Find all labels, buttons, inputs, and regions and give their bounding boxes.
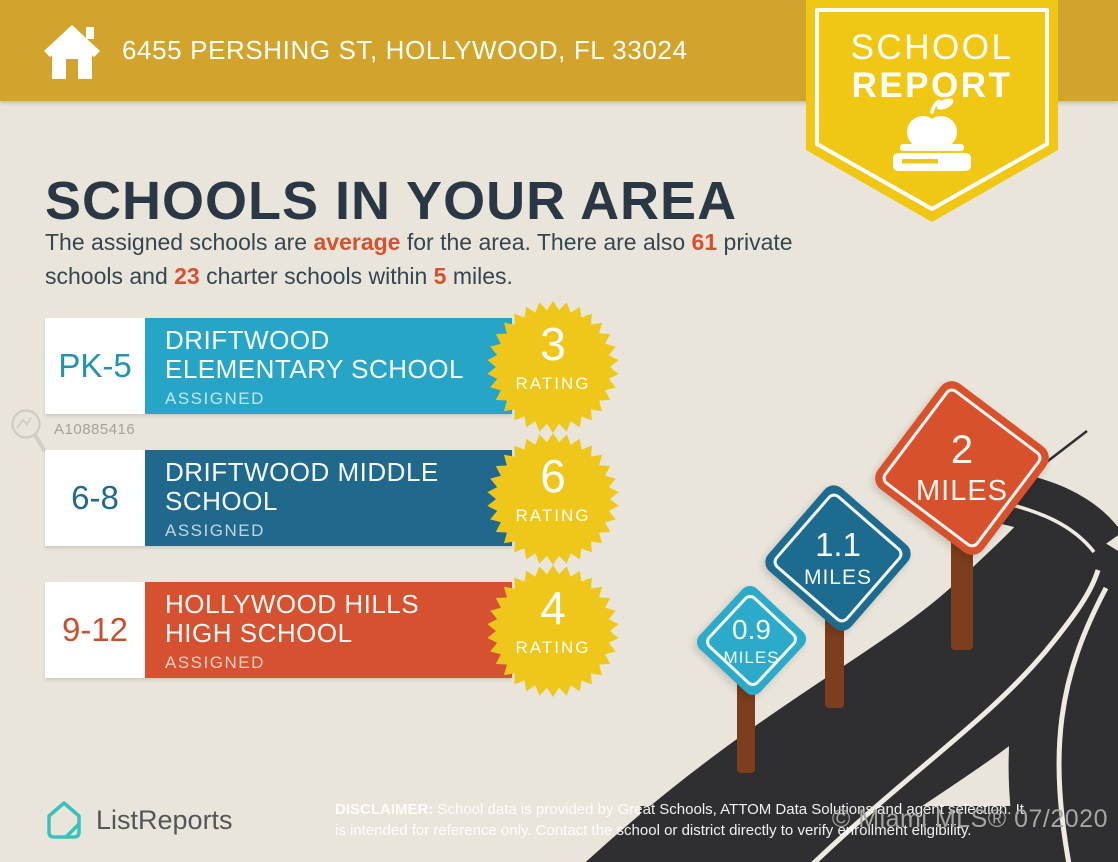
school-bar: DRIFTWOOD ELEMENTARY SCHOOL ASSIGNED (145, 318, 512, 414)
intro-text: The assigned schools are average for the… (45, 229, 793, 289)
school-report-ribbon: SCHOOL REPORT (806, 0, 1058, 228)
distance-unit: MILES (803, 566, 873, 589)
home-icon (44, 24, 100, 79)
ribbon-title-school: SCHOOL (850, 28, 1014, 67)
rating-label: RATING (515, 374, 591, 393)
distance-unit: MILES (723, 647, 780, 667)
grade-range-badge: PK-5 (45, 318, 145, 414)
distance-unit: MILES (915, 475, 1009, 507)
school-row-high: 9-12 HOLLYWOOD HILLS HIGH SCHOOL ASSIGNE… (45, 565, 619, 697)
distance-value: 1.1 (815, 526, 861, 563)
school-bar: DRIFTWOOD MIDDLE SCHOOL ASSIGNED (145, 450, 512, 546)
disclaimer-label: DISCLAIMER: (335, 801, 434, 818)
rating-value: 6 (540, 450, 566, 502)
distance-sign-1-1-miles: 1.1 MILES (760, 480, 916, 636)
assigned-label: ASSIGNED (165, 521, 265, 540)
mls-watermark: A10885416 (6, 404, 135, 454)
magnifier-watermark-icon (11, 409, 46, 452)
mls-number: A10885416 (54, 420, 136, 438)
mls-copyright: © Miami MLS® 07/2020 (831, 805, 1108, 833)
assigned-label: ASSIGNED (165, 653, 265, 672)
distance-value: 0.9 (732, 613, 771, 645)
listreports-logo: ListReports (42, 797, 233, 843)
rating-value: 3 (540, 318, 566, 370)
listreports-house-icon (47, 801, 81, 839)
page-title: SCHOOLS IN YOUR AREA (45, 171, 738, 232)
school-bar: HOLLYWOOD HILLS HIGH SCHOOL ASSIGNED (145, 582, 512, 678)
rating-starburst: 6 RATING (487, 433, 619, 565)
ribbon-banner-shape (806, 0, 1058, 222)
ribbon-title-report: REPORT (851, 66, 1013, 105)
assigned-label: ASSIGNED (165, 389, 265, 408)
distance-sign-2-miles: 2 MILES (869, 375, 1055, 561)
listreports-wordmark: ListReports (96, 804, 233, 835)
school-row-elementary: PK-5 DRIFTWOOD ELEMENTARY SCHOOL ASSIGNE… (45, 301, 619, 433)
grade-range-badge: 6-8 (45, 450, 145, 546)
rating-starburst: 4 RATING (487, 565, 619, 697)
rating-starburst: 3 RATING (487, 301, 619, 433)
school-name: DRIFTWOOD MIDDLE SCHOOL (165, 457, 439, 516)
rating-label: RATING (515, 638, 591, 657)
school-name: DRIFTWOOD ELEMENTARY SCHOOL (165, 325, 464, 384)
disclaimer-text: DISCLAIMER: School data is provided by G… (335, 801, 1024, 839)
property-address: 6455 PERSHING ST, HOLLYWOOD, FL 33024 (122, 35, 688, 65)
apple-on-book-icon (893, 98, 971, 171)
school-row-middle: 6-8 DRIFTWOOD MIDDLE SCHOOL ASSIGNED 6 R… (45, 433, 619, 565)
rating-value: 4 (540, 582, 566, 634)
rating-label: RATING (515, 506, 591, 525)
distance-value: 2 (950, 428, 974, 472)
grade-range-badge: 9-12 (45, 582, 145, 678)
school-name: HOLLYWOOD HILLS HIGH SCHOOL (165, 589, 420, 648)
